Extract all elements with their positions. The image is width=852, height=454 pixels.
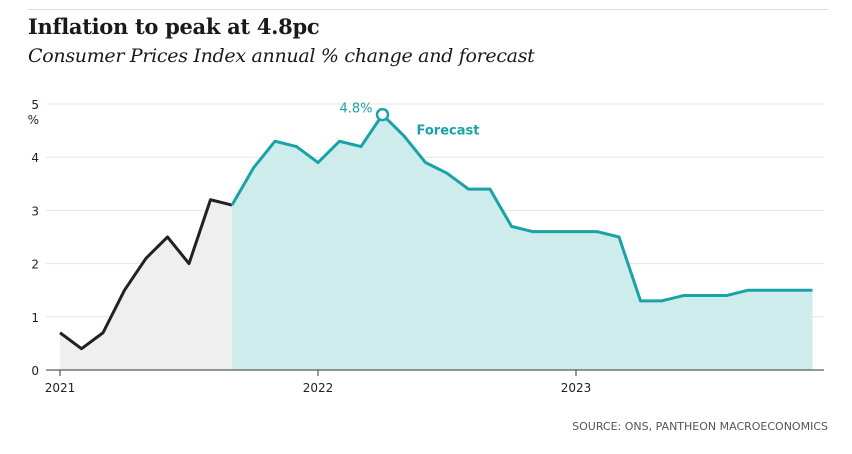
actual-line [59, 198, 233, 351]
x-tick-label: 2023 [561, 381, 592, 395]
chart-title: Inflation to peak at 4.8pc [28, 14, 320, 39]
y-tick-label: 3 [31, 204, 39, 218]
top-rule [28, 9, 828, 10]
forecast-label: Forecast [417, 124, 480, 139]
y-tick-label: 0 [31, 364, 39, 378]
source-note: SOURCE: ONS, PANTHEON MACROECONOMICS [572, 420, 828, 433]
x-tick-label: 2022 [303, 381, 334, 395]
forecast-line [230, 113, 813, 303]
y-tick-label: 2 [31, 258, 39, 272]
chart-subtitle: Consumer Prices Index annual % change an… [28, 45, 535, 67]
peak-marker [375, 107, 390, 122]
x-tick-label: 2021 [45, 381, 76, 395]
forecast-area [232, 114, 813, 370]
y-tick-label: 4 [31, 151, 39, 165]
y-axis-unit: % [28, 113, 39, 127]
y-tick-label: 5 [31, 98, 39, 112]
actual-area [60, 199, 232, 370]
peak-label: 4.8% [339, 102, 372, 117]
y-tick-label: 1 [31, 311, 39, 325]
